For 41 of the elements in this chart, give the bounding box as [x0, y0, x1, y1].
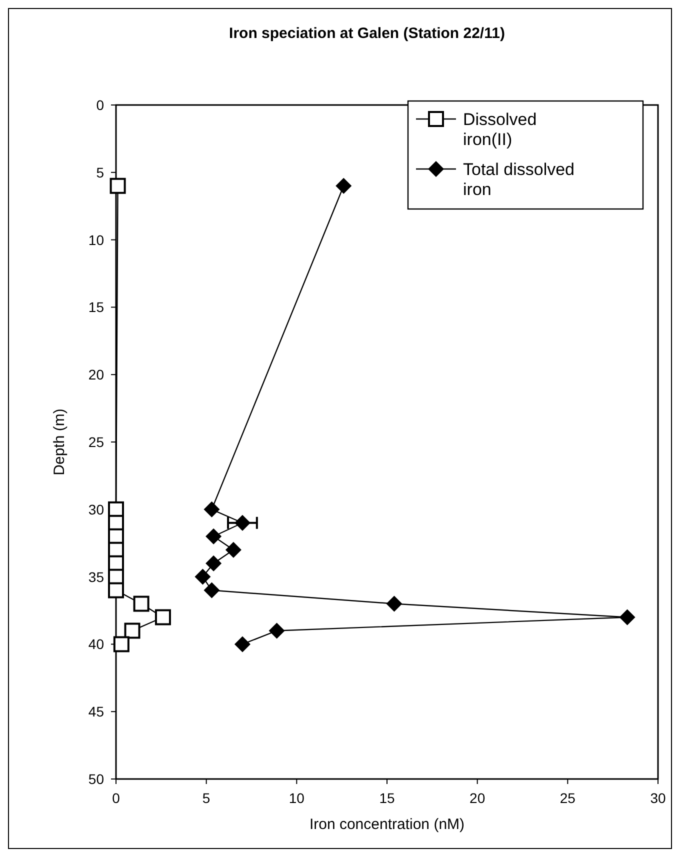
y-tick-label: 35 — [88, 568, 104, 585]
point — [204, 501, 220, 518]
point — [336, 178, 352, 194]
point — [206, 555, 222, 572]
y-axis-title: Depth (m) — [51, 408, 68, 476]
point — [268, 622, 285, 639]
point — [619, 609, 636, 626]
point — [110, 178, 126, 194]
point — [225, 542, 242, 558]
point — [133, 596, 150, 612]
y-tick-label: 20 — [88, 366, 104, 383]
x-tick-label: 15 — [379, 790, 395, 806]
x-tick-label: 10 — [288, 790, 305, 806]
x-tick-label: 20 — [470, 790, 486, 806]
x-tick-label: 25 — [560, 790, 576, 806]
point — [113, 636, 130, 652]
point — [124, 622, 140, 639]
y-tick-label: 15 — [88, 299, 104, 316]
point — [234, 514, 250, 531]
point — [204, 582, 220, 598]
y-tick-label: 50 — [88, 771, 104, 787]
point — [206, 528, 222, 544]
legend-label: Total dissolved iron — [463, 160, 575, 199]
y-tick-label: 25 — [88, 434, 104, 450]
y-tick-label: 10 — [88, 232, 104, 248]
x-axis-title: Iron concentration (nM) — [309, 816, 465, 833]
point — [154, 609, 171, 626]
y-tick-label: 45 — [88, 704, 104, 720]
y-tick-label: 40 — [88, 636, 104, 652]
y-tick-label: 5 — [96, 164, 104, 180]
point — [194, 568, 211, 585]
legend-label: Dissolved iron(II) — [463, 110, 537, 149]
y-tick-label: 0 — [96, 97, 104, 113]
point — [386, 596, 402, 612]
point — [108, 582, 124, 598]
chart-title: Iron speciation at Galen (Station 22/11) — [229, 25, 505, 42]
y-tick-label: 30 — [88, 501, 104, 518]
x-tick-label: 30 — [650, 790, 666, 806]
x-tick-label: 5 — [202, 790, 210, 806]
point — [234, 636, 250, 652]
x-tick-label: 0 — [112, 790, 120, 806]
